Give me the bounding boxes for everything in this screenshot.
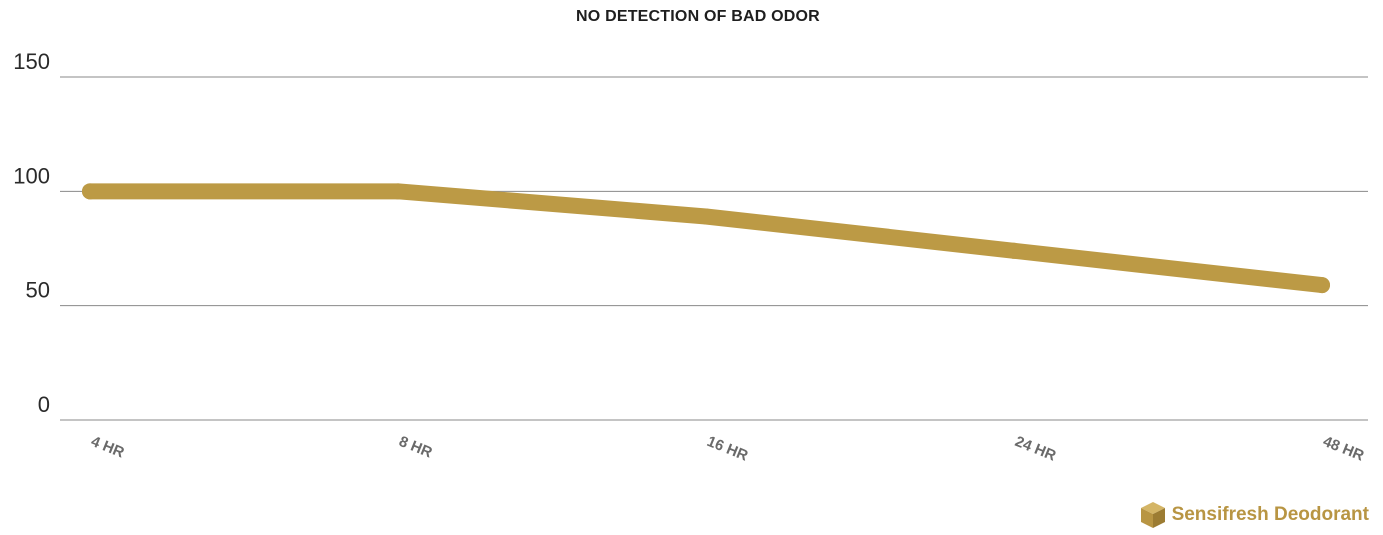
y-tick-label: 50	[26, 278, 50, 303]
x-tick-label: 24 HR	[1013, 433, 1059, 465]
y-tick-label: 100	[13, 163, 50, 188]
brand-name: Sensifresh Deodorant	[1172, 504, 1369, 526]
series-layer	[82, 183, 1330, 293]
x-tick-label: 4 HR	[89, 433, 127, 462]
x-tick-label: 8 HR	[397, 433, 435, 462]
data-point	[82, 183, 98, 199]
gridlines	[60, 77, 1368, 420]
x-tick-label: 16 HR	[705, 433, 751, 465]
cube-logo-icon	[1140, 501, 1166, 529]
y-tick-label: 150	[13, 49, 50, 74]
data-point	[698, 208, 714, 224]
data-point	[390, 183, 406, 199]
x-tick-label: 48 HR	[1321, 433, 1367, 465]
data-point	[1006, 243, 1022, 259]
brand-logo: Sensifresh Deodorant	[1140, 501, 1369, 529]
series-line	[90, 191, 1322, 285]
data-point	[1314, 277, 1330, 293]
y-tick-label: 0	[38, 392, 50, 417]
x-axis-ticks: 4 HR 8 HR 16 HR 24 HR 48 HR	[89, 433, 1367, 465]
y-axis-ticks: 0 50 100 150	[13, 49, 50, 417]
